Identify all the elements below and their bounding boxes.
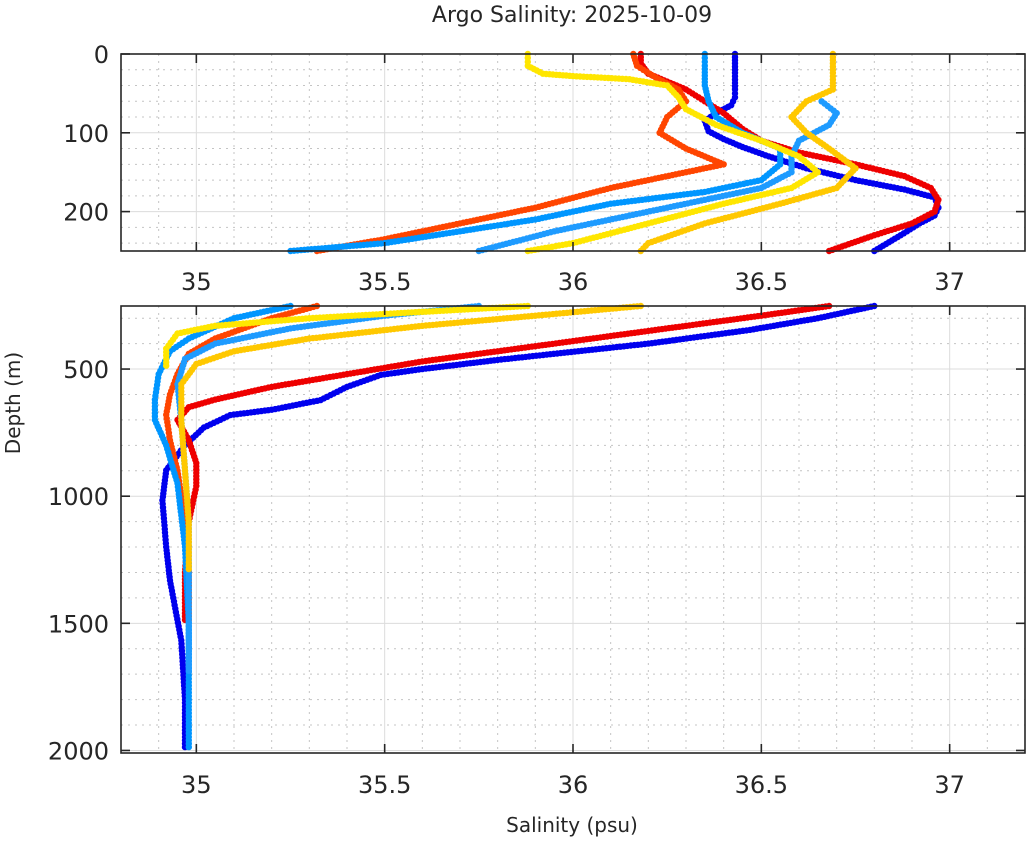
data-point bbox=[163, 362, 170, 369]
y-tick-label: 500 bbox=[63, 356, 109, 384]
chart-title: Argo Salinity: 2025-10-09 bbox=[432, 3, 712, 28]
upper-grid bbox=[120, 53, 1026, 251]
x-tick-label: 35 bbox=[181, 268, 212, 296]
x-tick-label: 36 bbox=[558, 771, 589, 799]
y-tick-label: 0 bbox=[94, 41, 109, 69]
y-tick-label: 200 bbox=[63, 199, 109, 227]
series-profile-yellow bbox=[163, 302, 531, 369]
x-tick-label: 37 bbox=[934, 268, 965, 296]
x-tick-label: 36.5 bbox=[735, 771, 788, 799]
series-profile-gold bbox=[178, 302, 644, 573]
data-point bbox=[185, 565, 192, 573]
series-profile-yellow bbox=[524, 50, 821, 255]
lower-panel: 35 35.5 36 36.5 37 500 1000 1500 2000 bbox=[48, 302, 1026, 799]
series-profile-blue bbox=[701, 50, 942, 255]
x-tick-label: 35 bbox=[181, 771, 212, 799]
x-tick-label: 36.5 bbox=[735, 268, 788, 296]
x-tick-label: 35.5 bbox=[358, 771, 411, 799]
x-tick-label: 36 bbox=[558, 268, 589, 296]
y-tick-label: 1000 bbox=[48, 483, 109, 511]
series-profile-blue bbox=[159, 302, 878, 751]
y-tick-label: 100 bbox=[63, 120, 109, 148]
upper-panel: 35 35.5 36 36.5 37 0 100 200 bbox=[63, 41, 1026, 296]
y-tick-label: 1500 bbox=[48, 610, 109, 638]
series-profile-lightblue-a bbox=[287, 50, 784, 255]
series-profile-red bbox=[174, 302, 833, 624]
y-tick-label: 2000 bbox=[48, 737, 109, 765]
series-profile-lightblue-b bbox=[475, 98, 840, 255]
x-axis-label: Salinity (psu) bbox=[506, 813, 638, 837]
data-point bbox=[185, 743, 192, 751]
series-profile-lightblue-a bbox=[151, 302, 294, 751]
data-point bbox=[185, 667, 192, 674]
x-tick-label: 37 bbox=[934, 771, 965, 799]
y-axis-label: Depth (m) bbox=[1, 352, 25, 454]
x-tick-label: 35.5 bbox=[358, 268, 411, 296]
lower-grid bbox=[120, 306, 1026, 753]
series-profile-gold bbox=[637, 50, 859, 255]
